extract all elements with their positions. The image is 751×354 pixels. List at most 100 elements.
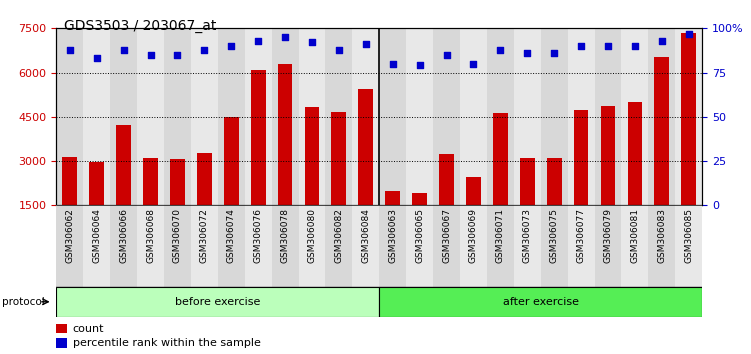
Text: GSM306083: GSM306083 (657, 208, 666, 263)
Point (91, 56, 103, 61)
Point (414, 63, 426, 68)
Bar (83, 28, 110, 205)
Bar (325, 28, 352, 205)
Text: count: count (73, 324, 104, 333)
Bar (89, 162, 104, 250)
Text: percentile rank within the sample: percentile rank within the sample (73, 338, 261, 348)
Bar (493, 113, 508, 250)
Bar (143, 159, 158, 250)
Text: protocol: protocol (2, 297, 44, 307)
Bar (460, 205, 487, 287)
Bar (379, 287, 702, 317)
Point (252, 38, 264, 44)
Bar (164, 28, 191, 205)
Bar (487, 28, 514, 205)
Bar (622, 28, 648, 205)
Text: GSM306085: GSM306085 (684, 208, 693, 263)
Bar (385, 191, 400, 250)
Point (629, 43, 641, 49)
Bar (541, 28, 568, 205)
Point (118, 47, 130, 52)
Bar (406, 205, 433, 287)
Text: GSM306080: GSM306080 (307, 208, 316, 263)
Bar (379, 205, 406, 287)
Point (387, 61, 399, 67)
Point (144, 52, 156, 58)
Bar (433, 28, 460, 205)
Point (656, 38, 668, 44)
Bar (110, 205, 137, 287)
Text: GSM306078: GSM306078 (281, 208, 290, 263)
Bar (379, 28, 406, 205)
Bar (278, 64, 292, 250)
Bar (352, 205, 379, 287)
Bar (568, 205, 595, 287)
Text: GSM306074: GSM306074 (227, 208, 236, 263)
Bar (622, 205, 648, 287)
Bar (56, 287, 379, 317)
Point (683, 31, 695, 36)
Bar (191, 205, 218, 287)
Bar (83, 205, 110, 287)
Point (467, 61, 479, 67)
Bar (299, 205, 325, 287)
Bar (514, 205, 541, 287)
Bar (197, 153, 212, 250)
Text: GSM306066: GSM306066 (119, 208, 128, 263)
Bar (514, 28, 541, 205)
Bar (331, 112, 346, 250)
Bar (191, 28, 218, 205)
Text: GSM306082: GSM306082 (334, 208, 343, 263)
Bar (218, 28, 245, 205)
Point (198, 47, 210, 52)
Bar (251, 70, 266, 250)
Bar (56, 205, 83, 287)
Bar (412, 193, 427, 250)
Bar (547, 158, 562, 250)
Bar (62, 157, 77, 250)
Text: GSM306084: GSM306084 (361, 208, 370, 263)
Text: GSM306068: GSM306068 (146, 208, 155, 263)
Point (64, 47, 76, 52)
Bar (433, 205, 460, 287)
Point (225, 43, 237, 49)
Bar (272, 28, 299, 205)
Point (306, 40, 318, 45)
Bar (224, 117, 239, 250)
Text: GSM306075: GSM306075 (550, 208, 559, 263)
Bar (352, 28, 379, 205)
Point (521, 50, 533, 56)
Text: GSM306065: GSM306065 (415, 208, 424, 263)
Bar (520, 158, 535, 250)
Bar (541, 205, 568, 287)
Bar (648, 205, 675, 287)
Bar (325, 205, 352, 287)
Bar (56, 28, 83, 205)
Point (441, 52, 453, 58)
Text: before exercise: before exercise (175, 297, 261, 307)
Bar (654, 57, 669, 250)
Text: GSM306063: GSM306063 (388, 208, 397, 263)
Bar (466, 177, 481, 250)
Text: GSM306062: GSM306062 (65, 208, 74, 263)
Text: GSM306069: GSM306069 (469, 208, 478, 263)
Point (333, 47, 345, 52)
Text: GSM306067: GSM306067 (442, 208, 451, 263)
Bar (245, 205, 272, 287)
Bar (595, 205, 622, 287)
Point (494, 47, 506, 52)
Bar (137, 205, 164, 287)
Bar (110, 28, 137, 205)
Bar (137, 28, 164, 205)
Text: GSM306070: GSM306070 (173, 208, 182, 263)
Text: GSM306064: GSM306064 (92, 208, 101, 263)
Point (602, 43, 614, 49)
Bar (681, 33, 696, 250)
Bar (675, 28, 702, 205)
Bar (358, 90, 373, 250)
Text: GSM306076: GSM306076 (254, 208, 263, 263)
Bar (574, 110, 589, 250)
Text: GSM306073: GSM306073 (523, 208, 532, 263)
Bar (406, 28, 433, 205)
Bar (170, 159, 185, 250)
